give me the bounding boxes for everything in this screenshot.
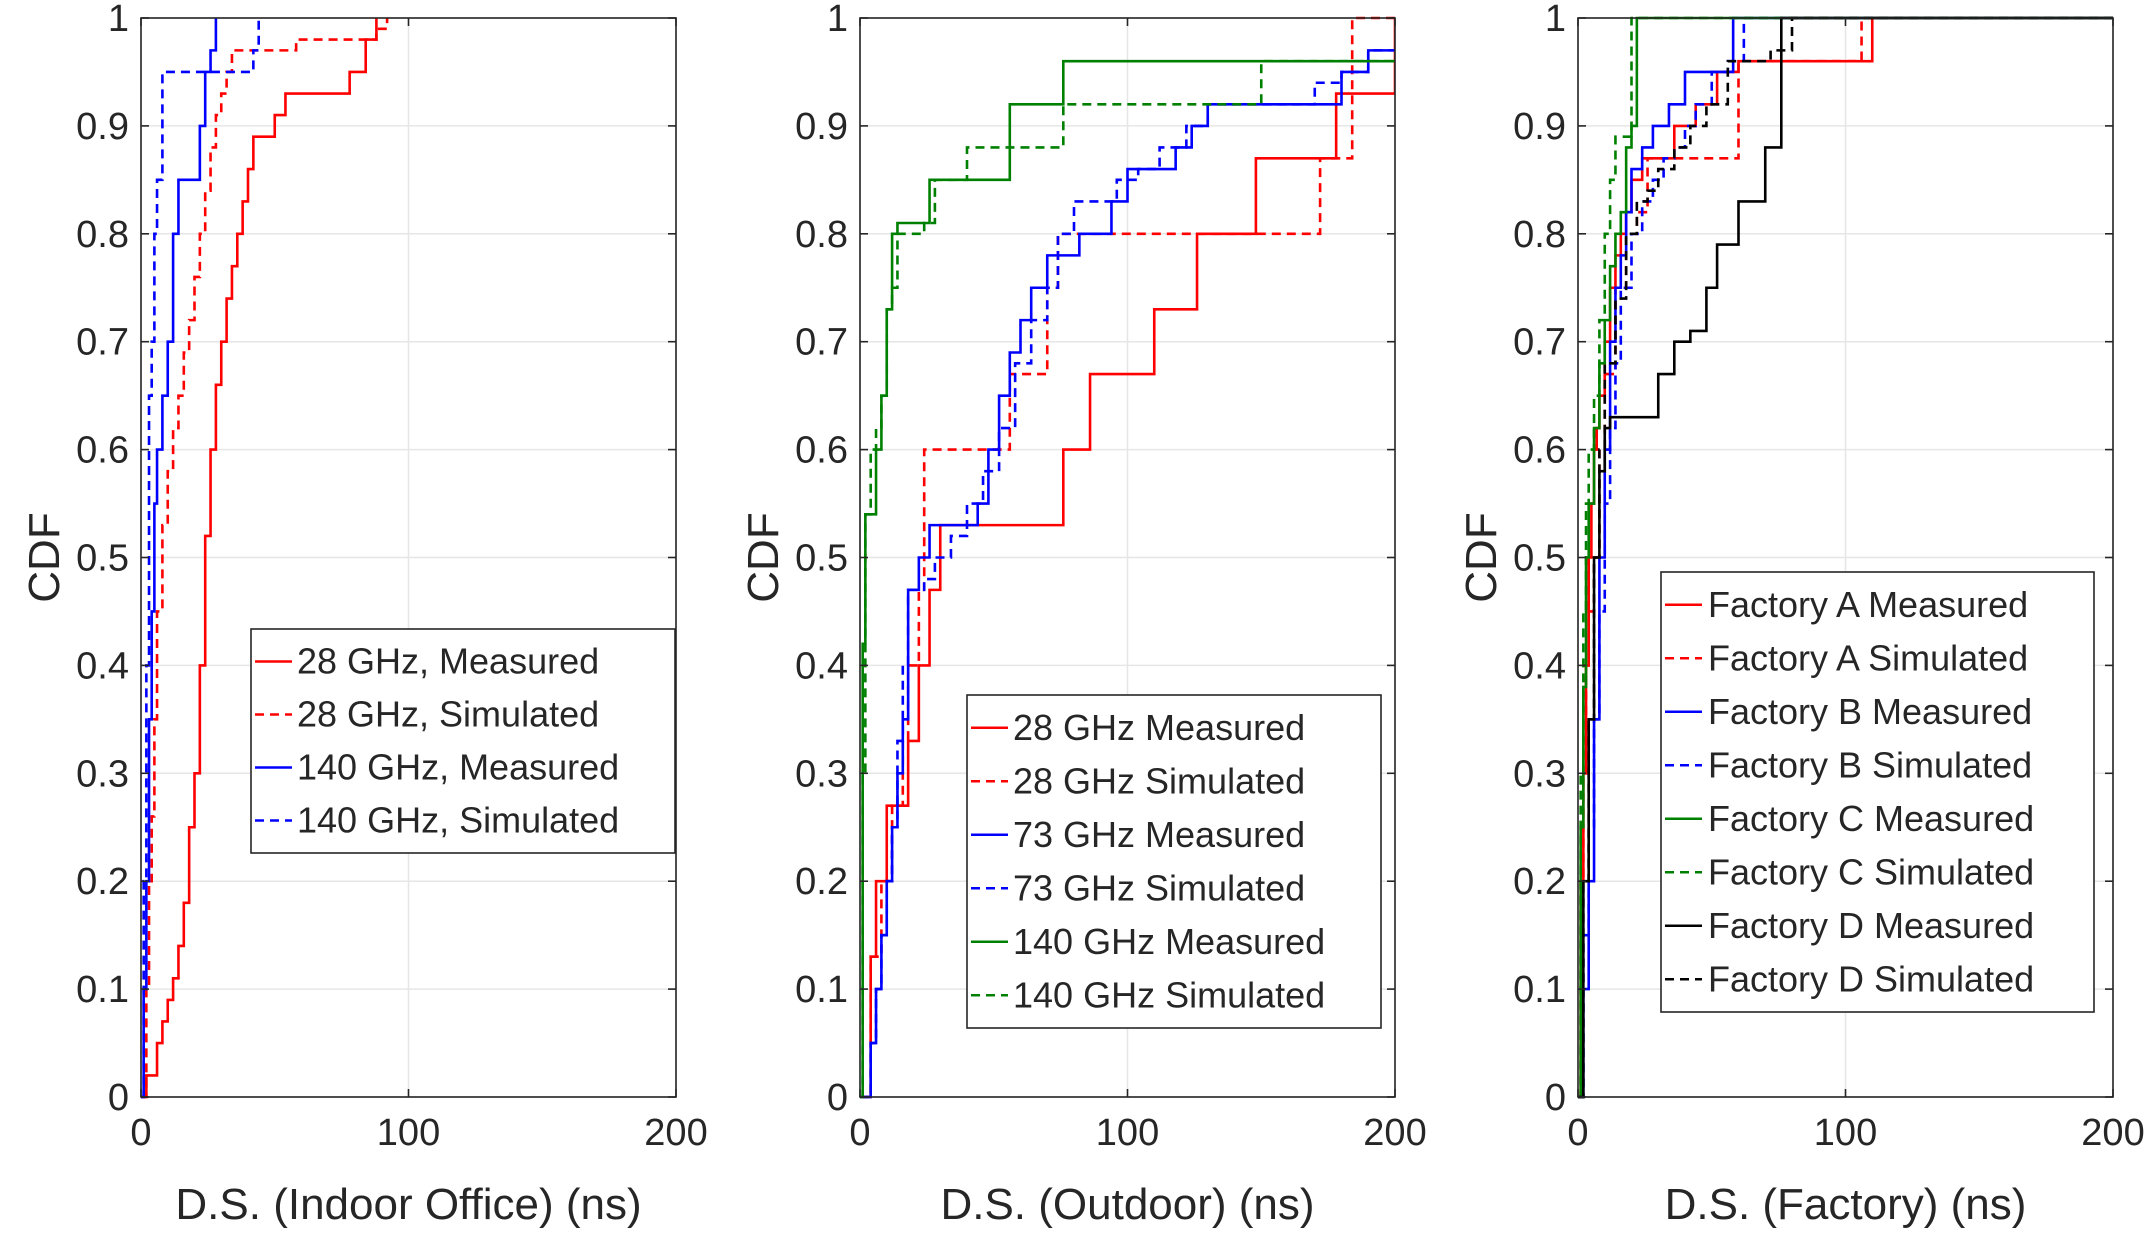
- legend: Factory A Measured Factory A Simulated Fac…: [1660, 571, 2095, 1013]
- legend-box: [1660, 571, 2095, 1013]
- series-line-3: [141, 18, 218, 1099]
- y-tick-label: 0.3: [76, 753, 129, 795]
- y-tick-label: 1: [1545, 0, 1566, 40]
- series-line-8: [1578, 16, 2113, 1099]
- y-axis-label: CDF: [1457, 512, 1506, 602]
- legend-entry: 73 GHz Simulated: [1013, 867, 1305, 908]
- x-tick-label: 0: [849, 1112, 870, 1154]
- x-axis-label: D.S. (Outdoor) (ns): [940, 1180, 1314, 1229]
- y-tick-label: 0.3: [1513, 753, 1566, 795]
- y-tick-label: 1: [108, 0, 129, 40]
- panel-2: 0 100 200 0 0.1 0.2 0.3 0.4 0.5 0.6 0.7 0.8 0.9 1 D.S.…: [739, 0, 1427, 1229]
- legend-entry: 28 GHz Measured: [1013, 707, 1305, 748]
- y-tick-label: 0.8: [795, 214, 848, 256]
- legend-entry: 140 GHz Measured: [1013, 921, 1325, 962]
- y-tick-label: 0.5: [76, 538, 129, 580]
- x-tick-label: 200: [1363, 1112, 1426, 1154]
- series-line-3: [1578, 16, 2113, 1099]
- y-tick-label: 0.6: [76, 430, 129, 472]
- y-tick-label: 0.2: [1513, 861, 1566, 903]
- legend-entry: Factory A Simulated: [1708, 637, 2028, 678]
- y-tick-label: 0.1: [76, 969, 129, 1011]
- y-tick-label: 0.5: [795, 538, 848, 580]
- x-tick-label: 100: [377, 1112, 440, 1154]
- y-tick-label: 0.3: [795, 753, 848, 795]
- y-tick-label: 0.4: [1513, 645, 1566, 687]
- y-axis-label: CDF: [20, 512, 69, 602]
- legend-entry: Factory D Simulated: [1708, 958, 2034, 999]
- y-tick-label: 0.6: [1513, 430, 1566, 472]
- y-tick-label: 0.6: [795, 430, 848, 472]
- x-tick-label: 200: [2081, 1112, 2144, 1154]
- x-tick-label: 100: [1814, 1112, 1877, 1154]
- x-axis-label: D.S. (Indoor Office) (ns): [175, 1180, 641, 1229]
- y-tick-label: 0.2: [76, 861, 129, 903]
- legend-entry: 140 GHz, Simulated: [297, 800, 619, 841]
- y-tick-label: 0.9: [795, 106, 848, 148]
- y-tick-label: 0: [108, 1077, 129, 1119]
- legend-entry: 140 GHz Simulated: [1013, 974, 1325, 1015]
- y-tick-label: 0.8: [1513, 214, 1566, 256]
- y-tick-label: 0.5: [1513, 538, 1566, 580]
- y-tick-label: 0.4: [76, 645, 129, 687]
- y-tick-label: 0.8: [76, 214, 129, 256]
- y-tick-label: 0.7: [795, 322, 848, 364]
- y-tick-label: 1: [827, 0, 848, 40]
- series-line-4: [141, 18, 260, 1099]
- legend-entry: 140 GHz, Measured: [297, 747, 619, 788]
- x-tick-label: 0: [130, 1112, 151, 1154]
- series-line-7: [1578, 16, 2113, 1099]
- y-tick-label: 0.7: [1513, 322, 1566, 364]
- y-tick-label: 0.4: [795, 645, 848, 687]
- x-tick-label: 100: [1096, 1112, 1159, 1154]
- series-group: [141, 18, 389, 1099]
- series-line-6: [860, 59, 1395, 1099]
- legend-entry: Factory B Simulated: [1708, 744, 2032, 785]
- legend-entry: 73 GHz Measured: [1013, 814, 1305, 855]
- legend-entry: 28 GHz Simulated: [1013, 760, 1305, 801]
- y-tick-label: 0: [1545, 1077, 1566, 1119]
- legend: 28 GHz, Measured 28 GHz, Simulated 140 GHz…: [250, 628, 676, 854]
- series-line-2: [141, 18, 389, 1099]
- x-tick-label: 0: [1567, 1112, 1588, 1154]
- legend-entry: Factory D Measured: [1708, 905, 2034, 946]
- series-line-1: [141, 18, 378, 1099]
- series-group: [860, 16, 1395, 1099]
- series-line-1: [860, 18, 1395, 1099]
- legend: 28 GHz Measured 28 GHz Simulated 73 GHz Me…: [966, 694, 1382, 1029]
- panel-3: 0 100 200 0 0.1 0.2 0.3 0.4 0.5 0.6 0.7 0.8 0.9 1 D.S.…: [1457, 0, 2145, 1229]
- y-tick-label: 0: [827, 1077, 848, 1119]
- panel-1: 0 100 200 0 0.1 0.2 0.3 0.4 0.5 0.6 0.7 0.8 0.9 1 D.S.…: [20, 0, 708, 1229]
- legend-entry: Factory B Measured: [1708, 691, 2032, 732]
- x-tick-label: 200: [644, 1112, 707, 1154]
- y-tick-label: 0.9: [1513, 106, 1566, 148]
- legend-entry: Factory A Measured: [1708, 584, 2028, 625]
- legend-entry: Factory C Measured: [1708, 798, 2034, 839]
- legend-box: [250, 628, 676, 854]
- y-tick-label: 0.1: [1513, 969, 1566, 1011]
- y-tick-label: 0.1: [795, 969, 848, 1011]
- x-axis-label: D.S. (Factory) (ns): [1665, 1180, 2027, 1229]
- y-tick-label: 0.9: [76, 106, 129, 148]
- y-axis-label: CDF: [739, 512, 788, 602]
- y-tick-label: 0.2: [795, 861, 848, 903]
- y-tick-label: 0.7: [76, 322, 129, 364]
- legend-entry: Factory C Simulated: [1708, 851, 2034, 892]
- legend-box: [966, 694, 1382, 1029]
- legend-entry: 28 GHz, Measured: [297, 641, 599, 682]
- series-line-5: [1578, 16, 2113, 1099]
- legend-entry: 28 GHz, Simulated: [297, 694, 599, 735]
